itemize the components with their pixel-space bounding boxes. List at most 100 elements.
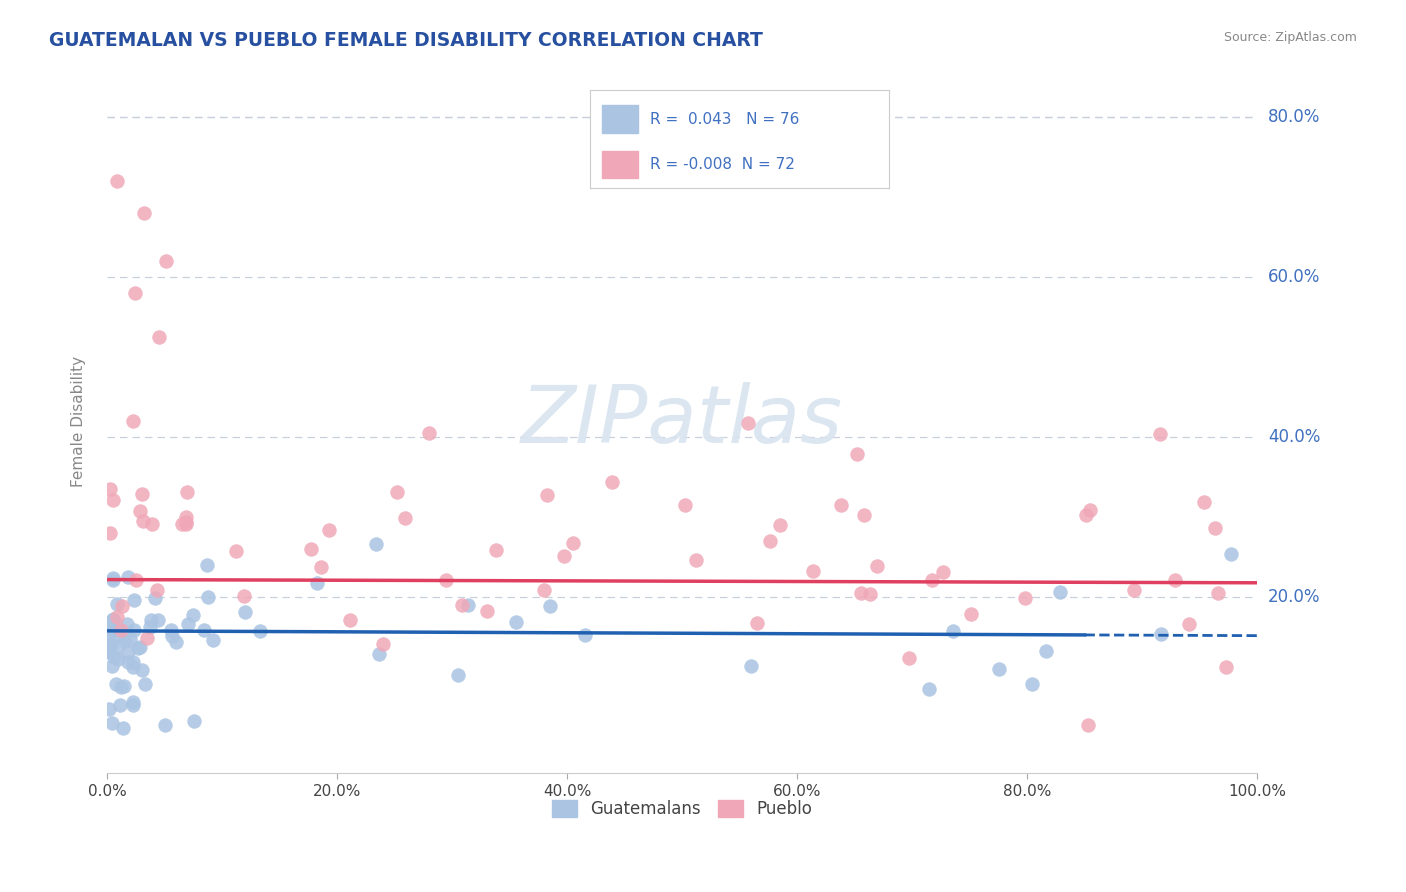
Point [101,615,124,629]
Point [103,573,125,587]
Point [533,582,555,597]
Point [830,499,852,513]
Point [122,414,145,428]
Point [1049,585,1071,599]
Point [125,574,148,588]
Point [1215,659,1237,673]
Point [153,718,176,732]
Point [122,593,145,607]
Point [101,571,124,585]
Point [100,526,122,541]
Point [942,624,965,638]
Point [111,599,134,613]
Point [100,637,122,651]
Point [159,623,181,637]
Point [299,541,322,556]
Legend: Guatemalans, Pueblo: Guatemalans, Pueblo [546,794,818,825]
Point [129,640,152,655]
Point [98,483,121,497]
Point [1021,677,1043,691]
Point [155,253,177,268]
Point [685,552,707,566]
Point [124,285,146,300]
Point [1150,627,1173,641]
Point [853,508,876,522]
Point [117,570,139,584]
Point [103,649,125,664]
Point [141,517,163,532]
Point [394,510,416,524]
Point [141,613,163,627]
Point [202,633,225,648]
Point [181,607,204,622]
Point [148,330,170,344]
Point [117,645,139,659]
Point [110,680,132,694]
Point [553,549,575,564]
Point [139,620,162,634]
Point [134,205,156,219]
Point [418,425,440,440]
Text: 80.0%: 80.0% [1268,108,1320,126]
Point [183,714,205,728]
Point [1149,427,1171,442]
Point [127,641,149,656]
Point [100,615,122,630]
Point [115,616,138,631]
Point [117,655,139,669]
Point [110,624,132,638]
Point [176,485,198,500]
Point [101,658,124,673]
Point [233,590,256,604]
Point [536,488,558,502]
Point [107,651,129,665]
Point [538,599,561,614]
Point [921,573,943,587]
Point [475,604,498,618]
Point [1204,521,1226,535]
Point [1035,644,1057,658]
Point [165,634,187,648]
Y-axis label: Female Disability: Female Disability [72,355,86,486]
Point [193,623,215,637]
Point [305,575,328,590]
Point [318,524,340,538]
Point [107,627,129,641]
Point [225,543,247,558]
Text: ZIPatlas: ZIPatlas [522,382,844,460]
Point [1192,494,1215,508]
Point [122,659,145,673]
Point [148,613,170,627]
Point [1076,508,1098,522]
Point [97,626,120,640]
Point [98,638,121,652]
Point [107,639,129,653]
Point [122,698,145,713]
Point [136,632,159,646]
Point [918,682,941,697]
Point [143,591,166,606]
Point [114,634,136,648]
Point [368,647,391,661]
Point [1178,616,1201,631]
Point [160,629,183,643]
Point [457,598,479,612]
Point [105,610,128,624]
Point [745,616,768,631]
Point [988,662,1011,676]
Point [129,503,152,517]
Text: GUATEMALAN VS PUEBLO FEMALE DISABILITY CORRELATION CHART: GUATEMALAN VS PUEBLO FEMALE DISABILITY C… [49,31,763,50]
Point [898,650,921,665]
Point [1080,502,1102,516]
Point [174,517,197,532]
Point [174,509,197,524]
Point [859,587,882,601]
Point [104,677,127,691]
Point [1220,547,1243,561]
Point [174,515,197,529]
Point [122,656,145,670]
Point [385,485,408,500]
Point [112,679,135,693]
Point [339,614,361,628]
Point [932,565,955,579]
